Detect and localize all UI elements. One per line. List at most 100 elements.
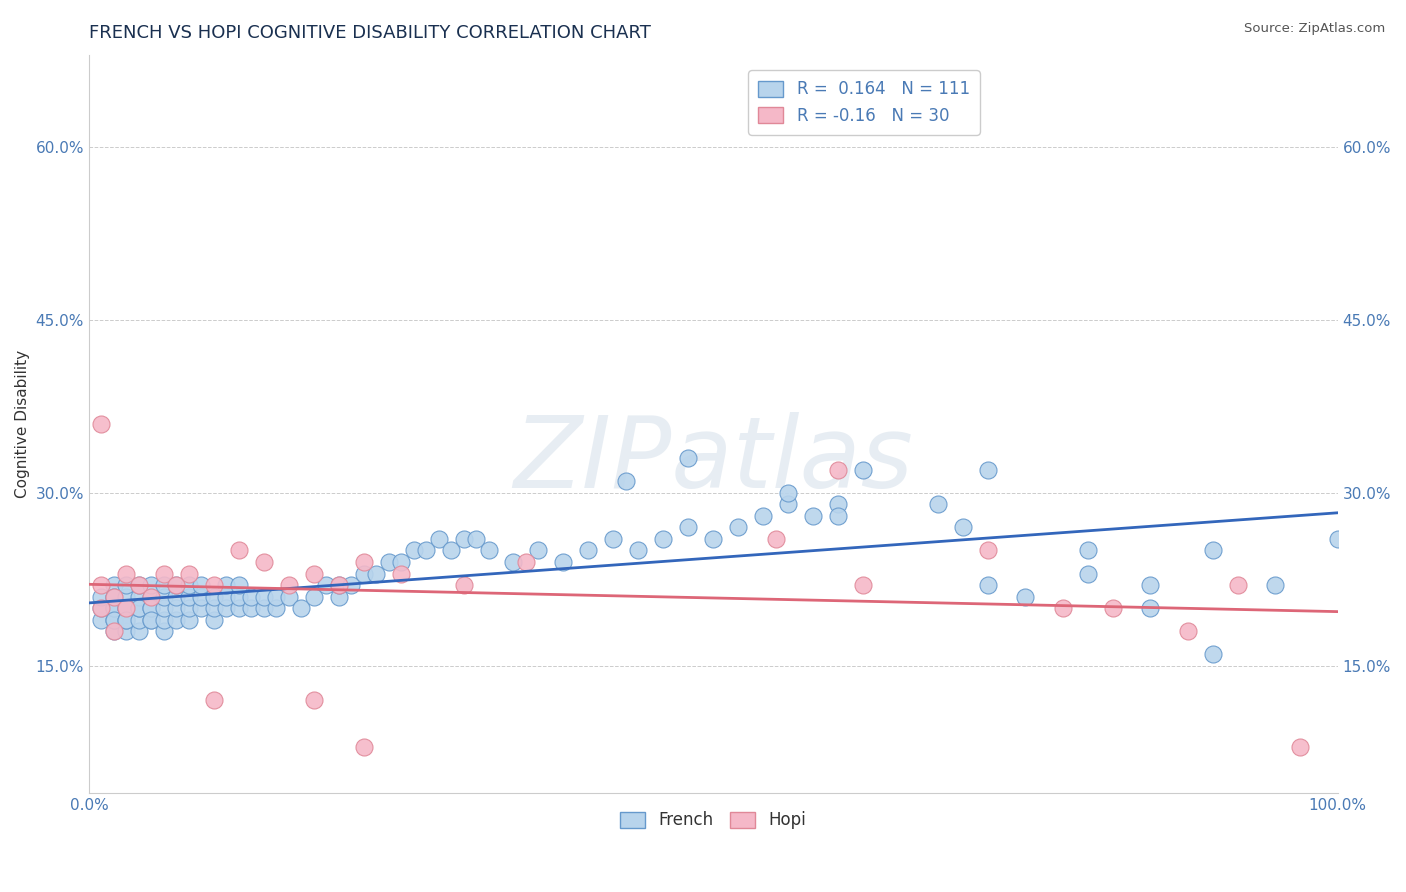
Point xyxy=(353,555,375,569)
Point xyxy=(778,485,800,500)
Point xyxy=(228,543,250,558)
Point xyxy=(302,590,325,604)
Point xyxy=(952,520,974,534)
Point xyxy=(128,590,150,604)
Point xyxy=(141,601,163,615)
Point xyxy=(202,601,225,615)
Point xyxy=(177,578,200,592)
Point xyxy=(115,601,138,615)
Point xyxy=(215,590,238,604)
Point xyxy=(141,590,163,604)
Point xyxy=(115,578,138,592)
Point xyxy=(977,578,1000,592)
Y-axis label: Cognitive Disability: Cognitive Disability xyxy=(15,350,30,498)
Point xyxy=(90,590,112,604)
Point xyxy=(652,532,675,546)
Point xyxy=(253,555,276,569)
Point xyxy=(477,543,499,558)
Point xyxy=(1139,601,1161,615)
Point xyxy=(128,601,150,615)
Point xyxy=(402,543,425,558)
Point xyxy=(190,578,212,592)
Point xyxy=(190,590,212,604)
Point xyxy=(1102,601,1125,615)
Point xyxy=(115,601,138,615)
Text: FRENCH VS HOPI COGNITIVE DISABILITY CORRELATION CHART: FRENCH VS HOPI COGNITIVE DISABILITY CORR… xyxy=(89,24,651,42)
Point xyxy=(202,693,225,707)
Point xyxy=(315,578,337,592)
Point xyxy=(328,590,350,604)
Point xyxy=(190,601,212,615)
Point xyxy=(153,624,176,639)
Point xyxy=(103,590,125,604)
Point xyxy=(115,566,138,581)
Point xyxy=(228,601,250,615)
Point xyxy=(465,532,488,546)
Point xyxy=(153,578,176,592)
Point xyxy=(115,613,138,627)
Point xyxy=(115,624,138,639)
Point xyxy=(927,497,949,511)
Point xyxy=(202,590,225,604)
Point xyxy=(253,601,276,615)
Point xyxy=(90,601,112,615)
Point xyxy=(453,532,475,546)
Point xyxy=(277,578,299,592)
Point xyxy=(778,497,800,511)
Point xyxy=(165,578,187,592)
Point xyxy=(128,578,150,592)
Point xyxy=(165,601,187,615)
Point xyxy=(1226,578,1249,592)
Point xyxy=(1264,578,1286,592)
Point xyxy=(678,451,700,466)
Point xyxy=(103,578,125,592)
Text: Source: ZipAtlas.com: Source: ZipAtlas.com xyxy=(1244,22,1385,36)
Point xyxy=(827,508,849,523)
Point xyxy=(389,566,412,581)
Point xyxy=(1139,578,1161,592)
Point xyxy=(977,463,1000,477)
Point xyxy=(177,590,200,604)
Point xyxy=(128,601,150,615)
Point xyxy=(1177,624,1199,639)
Point xyxy=(627,543,650,558)
Point xyxy=(90,601,112,615)
Point xyxy=(141,590,163,604)
Point xyxy=(453,578,475,592)
Point xyxy=(852,578,875,592)
Point xyxy=(827,463,849,477)
Point xyxy=(177,601,200,615)
Point xyxy=(389,555,412,569)
Point xyxy=(1052,601,1074,615)
Point xyxy=(1289,739,1312,754)
Point xyxy=(277,590,299,604)
Point xyxy=(228,578,250,592)
Point xyxy=(827,497,849,511)
Point xyxy=(177,613,200,627)
Point xyxy=(515,555,537,569)
Point xyxy=(377,555,399,569)
Point xyxy=(727,520,749,534)
Point xyxy=(415,543,437,558)
Point xyxy=(153,613,176,627)
Point xyxy=(141,601,163,615)
Point xyxy=(1202,543,1225,558)
Point xyxy=(128,624,150,639)
Point xyxy=(678,520,700,534)
Point xyxy=(202,613,225,627)
Point xyxy=(128,578,150,592)
Point xyxy=(264,601,287,615)
Point xyxy=(602,532,624,546)
Point xyxy=(502,555,524,569)
Point xyxy=(353,739,375,754)
Point xyxy=(527,543,550,558)
Point xyxy=(553,555,575,569)
Point xyxy=(103,590,125,604)
Legend: French, Hopi: French, Hopi xyxy=(613,805,813,836)
Point xyxy=(103,601,125,615)
Point xyxy=(153,566,176,581)
Point xyxy=(1326,532,1348,546)
Point xyxy=(302,566,325,581)
Point xyxy=(801,508,824,523)
Point xyxy=(103,613,125,627)
